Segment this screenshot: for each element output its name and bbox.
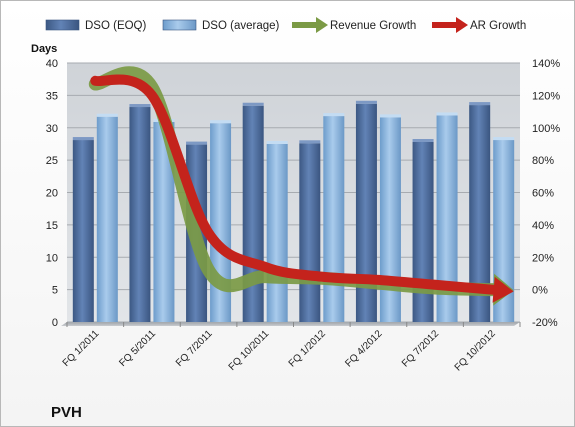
bar-top-1-5	[379, 114, 401, 118]
bar-top-0-3	[242, 102, 264, 106]
y2-tick-label-7: 120%	[532, 90, 560, 102]
legend-label-2: Revenue Growth	[330, 20, 416, 32]
x-tick-label-5: FQ 4/2012	[343, 328, 384, 369]
bar-dso-average-3	[266, 143, 288, 322]
y-axis-title: Days	[31, 43, 57, 55]
y2-tick-label-2: 20%	[532, 252, 554, 264]
y-tick-label-5: 25	[46, 155, 58, 167]
legend-arrow-3	[456, 17, 468, 33]
bar-top-0-0	[72, 137, 94, 141]
bar-top-0-1	[129, 104, 151, 108]
x-tick-label-2: FQ 7/2011	[174, 328, 215, 369]
y2-tick-label-3: 40%	[532, 220, 554, 232]
bar-dso-eoq-7	[469, 105, 491, 323]
legend-swatch-1	[162, 19, 197, 31]
bar-dso-eoq-3	[242, 105, 264, 322]
x-tick-label-3: FQ 10/2011	[227, 328, 272, 373]
x-tick-label-7: FQ 10/2012	[453, 328, 498, 373]
y-tick-label-8: 40	[46, 58, 58, 70]
legend-swatch-0	[45, 19, 80, 31]
bar-dso-average-6	[436, 115, 458, 322]
bar-top-1-3	[266, 140, 288, 144]
x-tick-label-1: FQ 5/2011	[117, 328, 158, 369]
y-tick-label-0: 0	[52, 317, 58, 329]
bar-top-0-5	[355, 100, 377, 104]
bar-top-0-4	[299, 140, 321, 144]
y-tick-label-4: 20	[46, 188, 58, 200]
y2-tick-label-6: 100%	[532, 123, 560, 135]
y2-tick-label-5: 80%	[532, 155, 554, 167]
y2-tick-label-1: 0%	[532, 285, 548, 297]
y-tick-label-6: 30	[46, 123, 58, 135]
bar-dso-average-5	[379, 117, 401, 322]
plot-floor	[61, 322, 520, 326]
bar-top-1-7	[493, 137, 515, 141]
bar-dso-eoq-5	[355, 103, 377, 322]
arrowhead-ar-growth	[492, 276, 514, 303]
x-tick-label-4: FQ 1/2012	[287, 328, 328, 369]
bar-top-1-4	[323, 113, 345, 117]
y2-tick-label-4: 60%	[532, 188, 554, 200]
bar-top-1-0	[96, 113, 118, 117]
bar-top-1-2	[210, 120, 232, 124]
bar-dso-eoq-6	[412, 141, 434, 322]
legend-label-1: DSO (average)	[202, 20, 280, 32]
bar-dso-average-2	[210, 123, 232, 322]
bar-dso-average-0	[96, 116, 118, 323]
bar-top-0-2	[186, 141, 208, 145]
company-name: PVH	[51, 404, 82, 421]
y-tick-label-2: 10	[46, 252, 58, 264]
y2-tick-label-0: -20%	[532, 317, 558, 329]
y2-tick-label-8: 140%	[532, 58, 560, 70]
legend-arrow-2	[316, 17, 328, 33]
bar-dso-average-4	[323, 116, 345, 322]
bar-dso-average-1	[153, 121, 175, 322]
bar-dso-eoq-0	[72, 140, 94, 322]
x-tick-label-6: FQ 7/2012	[400, 328, 441, 369]
y-tick-label-3: 15	[46, 220, 58, 232]
bar-dso-eoq-1	[129, 107, 151, 322]
bar-top-1-6	[436, 112, 458, 116]
legend-label-0: DSO (EOQ)	[85, 20, 147, 32]
y-tick-label-1: 5	[52, 285, 58, 297]
bar-top-0-7	[469, 102, 491, 106]
legend-label-3: AR Growth	[470, 20, 526, 32]
x-tick-label-0: FQ 1/2011	[61, 328, 102, 369]
y-tick-label-7: 35	[46, 90, 58, 102]
bar-dso-average-7	[493, 140, 515, 322]
bar-top-0-6	[412, 138, 434, 142]
line-ar-growth	[90, 74, 499, 295]
bar-dso-eoq-4	[299, 143, 321, 322]
